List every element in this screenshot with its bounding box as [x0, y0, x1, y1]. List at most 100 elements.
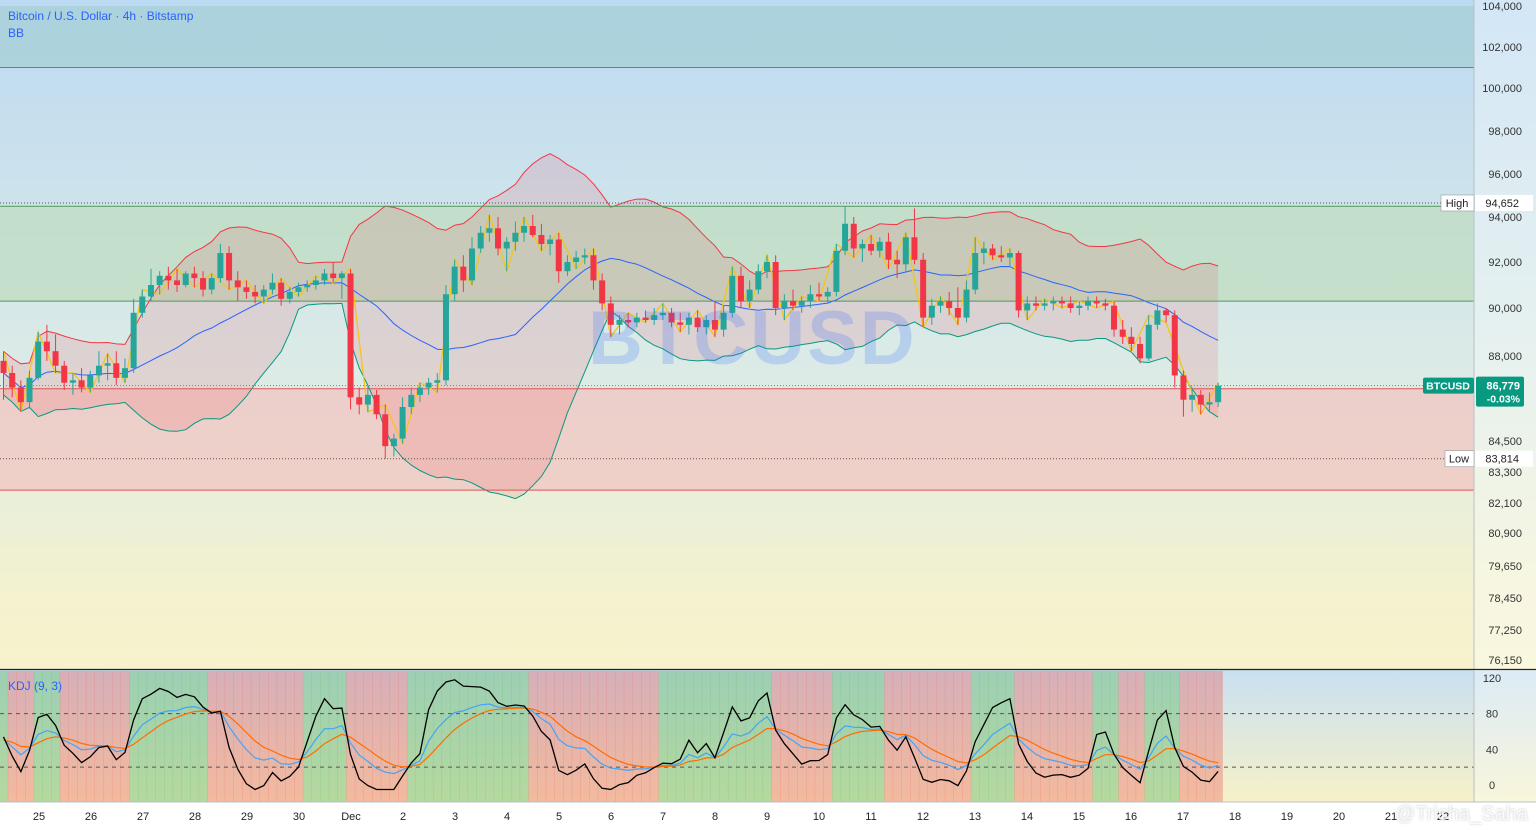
candle-body[interactable] — [1206, 402, 1213, 405]
candle-body[interactable] — [52, 351, 59, 366]
candle-body[interactable] — [772, 262, 779, 308]
candle-body[interactable] — [226, 253, 233, 281]
candle-body[interactable] — [790, 301, 797, 306]
candle-body[interactable] — [616, 320, 623, 325]
candle-body[interactable] — [659, 312, 666, 316]
candle-body[interactable] — [746, 289, 753, 302]
candle-body[interactable] — [286, 291, 293, 299]
candle-body[interactable] — [139, 296, 146, 313]
candle-body[interactable] — [946, 301, 953, 308]
candle-body[interactable] — [538, 235, 545, 244]
candle-body[interactable] — [920, 259, 927, 318]
candle-body[interactable] — [442, 294, 449, 381]
candle-body[interactable] — [347, 273, 354, 398]
candle-body[interactable] — [1154, 310, 1161, 325]
candle-body[interactable] — [781, 301, 788, 308]
candle-body[interactable] — [989, 248, 996, 256]
candle-body[interactable] — [208, 278, 215, 290]
candle-body[interactable] — [312, 280, 319, 285]
candle-body[interactable] — [460, 266, 467, 281]
candle-body[interactable] — [278, 282, 285, 299]
candle-body[interactable] — [416, 387, 423, 395]
candle-body[interactable] — [521, 226, 528, 233]
candle-body[interactable] — [868, 244, 875, 251]
candle-body[interactable] — [998, 255, 1005, 258]
candle-body[interactable] — [581, 255, 588, 258]
candle-body[interactable] — [321, 273, 328, 281]
candle-body[interactable] — [364, 394, 371, 405]
symbol-tag-box[interactable] — [1423, 377, 1474, 394]
candle-body[interactable] — [807, 294, 814, 302]
candle-body[interactable] — [555, 239, 562, 272]
candle-body[interactable] — [816, 294, 823, 297]
candle-body[interactable] — [182, 273, 189, 286]
candle-body[interactable] — [798, 301, 805, 306]
candle-body[interactable] — [980, 248, 987, 254]
candle-body[interactable] — [469, 248, 476, 281]
candle-body[interactable] — [1145, 324, 1152, 359]
candle-body[interactable] — [633, 317, 640, 323]
candle-body[interactable] — [642, 317, 649, 320]
candle-body[interactable] — [295, 287, 302, 292]
candle-body[interactable] — [573, 257, 580, 263]
candle-body[interactable] — [0, 360, 7, 373]
candle-body[interactable] — [156, 275, 163, 285]
candle-body[interactable] — [451, 266, 458, 295]
candle-body[interactable] — [902, 237, 909, 265]
candle-body[interactable] — [842, 223, 849, 251]
candle-body[interactable] — [1163, 310, 1170, 316]
candle-body[interactable] — [217, 253, 224, 279]
candle-body[interactable] — [338, 273, 345, 279]
candle-body[interactable] — [928, 305, 935, 318]
candle-body[interactable] — [17, 387, 24, 403]
candle-body[interactable] — [260, 289, 267, 297]
candle-body[interactable] — [850, 223, 857, 249]
candle-body[interactable] — [703, 320, 710, 328]
candle-body[interactable] — [78, 380, 85, 388]
candle-body[interactable] — [1189, 394, 1196, 400]
candle-body[interactable] — [694, 317, 701, 328]
candle-body[interactable] — [972, 253, 979, 290]
candle-body[interactable] — [876, 241, 883, 251]
candle-body[interactable] — [390, 438, 397, 447]
candle-body[interactable] — [937, 301, 944, 306]
candle-body[interactable] — [87, 375, 94, 388]
candle-body[interactable] — [174, 280, 181, 285]
candle-body[interactable] — [1041, 303, 1048, 306]
candle-body[interactable] — [737, 275, 744, 302]
candle-body[interactable] — [885, 241, 892, 260]
candle-body[interactable] — [43, 341, 50, 352]
candle-body[interactable] — [399, 407, 406, 439]
candle-body[interactable] — [425, 382, 432, 388]
candle-body[interactable] — [486, 228, 493, 233]
candle-body[interactable] — [1032, 303, 1039, 306]
candle-body[interactable] — [651, 315, 658, 320]
candle-body[interactable] — [61, 365, 68, 383]
candle-body[interactable] — [304, 285, 311, 288]
candle-body[interactable] — [234, 280, 241, 288]
candle-body[interactable] — [373, 394, 380, 415]
candle-body[interactable] — [963, 289, 970, 318]
candle-body[interactable] — [911, 237, 918, 260]
candle-body[interactable] — [69, 380, 76, 383]
candle-body[interactable] — [894, 259, 901, 265]
candle-body[interactable] — [512, 232, 519, 242]
candle-body[interactable] — [503, 241, 510, 249]
candle-body[interactable] — [625, 320, 632, 323]
candle-body[interactable] — [1180, 375, 1187, 400]
candle-body[interactable] — [711, 320, 718, 330]
candle-body[interactable] — [121, 368, 128, 378]
candle-body[interactable] — [252, 291, 259, 297]
candle-body[interactable] — [547, 239, 554, 245]
candle-body[interactable] — [1058, 301, 1065, 304]
candle-body[interactable] — [1128, 336, 1135, 344]
candle-body[interactable] — [408, 394, 415, 407]
candle-body[interactable] — [685, 317, 692, 325]
candle-body[interactable] — [954, 308, 961, 318]
candle-body[interactable] — [1137, 344, 1144, 359]
candle-body[interactable] — [1119, 329, 1126, 337]
candle-body[interactable] — [1015, 253, 1022, 311]
candle-body[interactable] — [495, 228, 502, 249]
candle-body[interactable] — [1050, 301, 1057, 304]
